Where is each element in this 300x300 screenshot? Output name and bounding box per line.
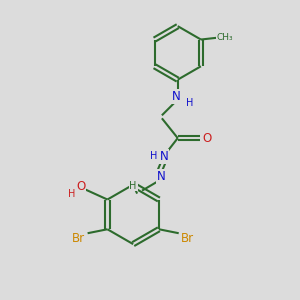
- Text: H: H: [68, 189, 75, 199]
- Text: Br: Br: [72, 232, 85, 245]
- Text: N: N: [160, 150, 168, 164]
- Text: H: H: [130, 181, 137, 191]
- Text: O: O: [76, 180, 85, 193]
- Text: O: O: [203, 132, 212, 145]
- Text: N: N: [171, 90, 180, 103]
- Text: CH₃: CH₃: [216, 33, 233, 42]
- Text: Br: Br: [181, 232, 194, 245]
- Text: H: H: [150, 151, 158, 161]
- Text: H: H: [186, 98, 193, 108]
- Text: N: N: [157, 170, 165, 183]
